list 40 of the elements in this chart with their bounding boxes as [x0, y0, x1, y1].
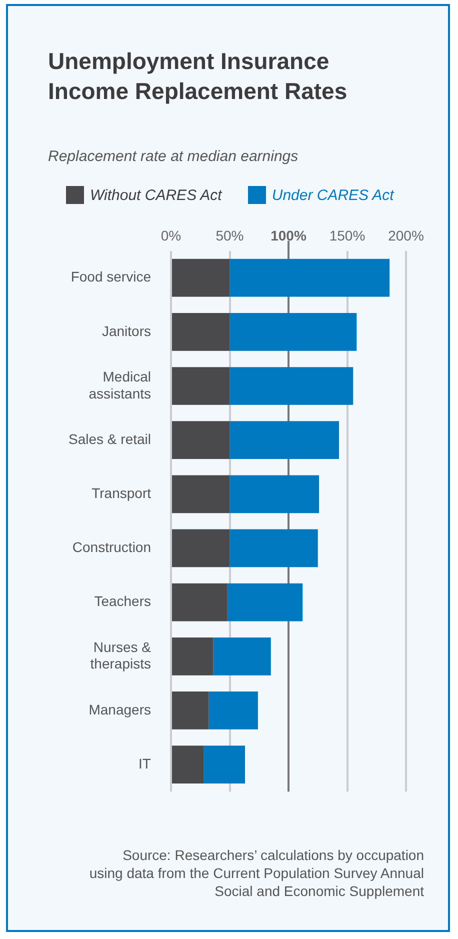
bar	[172, 583, 228, 622]
bar	[172, 258, 230, 297]
y-tick-label: IT	[138, 755, 152, 772]
bar	[172, 637, 214, 676]
x-tick-label: 50%	[216, 227, 244, 244]
bar	[208, 692, 258, 730]
legend-label: Under CARES Act	[272, 186, 394, 204]
bar	[172, 529, 230, 568]
bar	[230, 258, 390, 297]
x-tick-label: 150%	[329, 227, 366, 244]
bar	[172, 421, 230, 460]
y-tick-label: Food service	[70, 268, 152, 285]
x-tick-label: 100%	[270, 227, 307, 244]
y-tick-label: Managers	[88, 701, 151, 718]
y-tick-label: Construction	[72, 539, 151, 556]
chart-title: Unemployment Insurance Income Replacement Rates	[48, 47, 348, 106]
source-note: Source: Researchers’ calculations by occupation using data from the Current Population Survey Annual Social and Economic Supplement	[89, 846, 424, 900]
bar	[172, 746, 204, 784]
bar	[172, 367, 230, 405]
y-tick-label: Janitors	[102, 322, 151, 339]
bar	[172, 692, 209, 730]
bar	[172, 312, 230, 351]
chart-subtitle: Replacement rate at median earnings	[48, 148, 298, 165]
bar	[230, 529, 318, 568]
y-tick-label: Nurses & therapists	[90, 638, 152, 672]
y-tick-label: Transport	[92, 485, 152, 502]
bar	[204, 746, 246, 784]
y-tick-label: Sales & retail	[68, 430, 151, 447]
legend-label: Without CARES Act	[90, 186, 222, 204]
bar	[230, 475, 320, 514]
bar	[230, 421, 340, 460]
bar	[172, 475, 230, 514]
bar	[230, 367, 354, 405]
bar	[230, 312, 357, 351]
y-tick-label: Medical assistants	[88, 368, 151, 402]
bar	[213, 637, 271, 676]
x-tick-label: 200%	[388, 227, 424, 244]
y-tick-label: Teachers	[94, 593, 151, 610]
bar	[227, 583, 303, 622]
x-tick-label: 0%	[160, 227, 182, 244]
